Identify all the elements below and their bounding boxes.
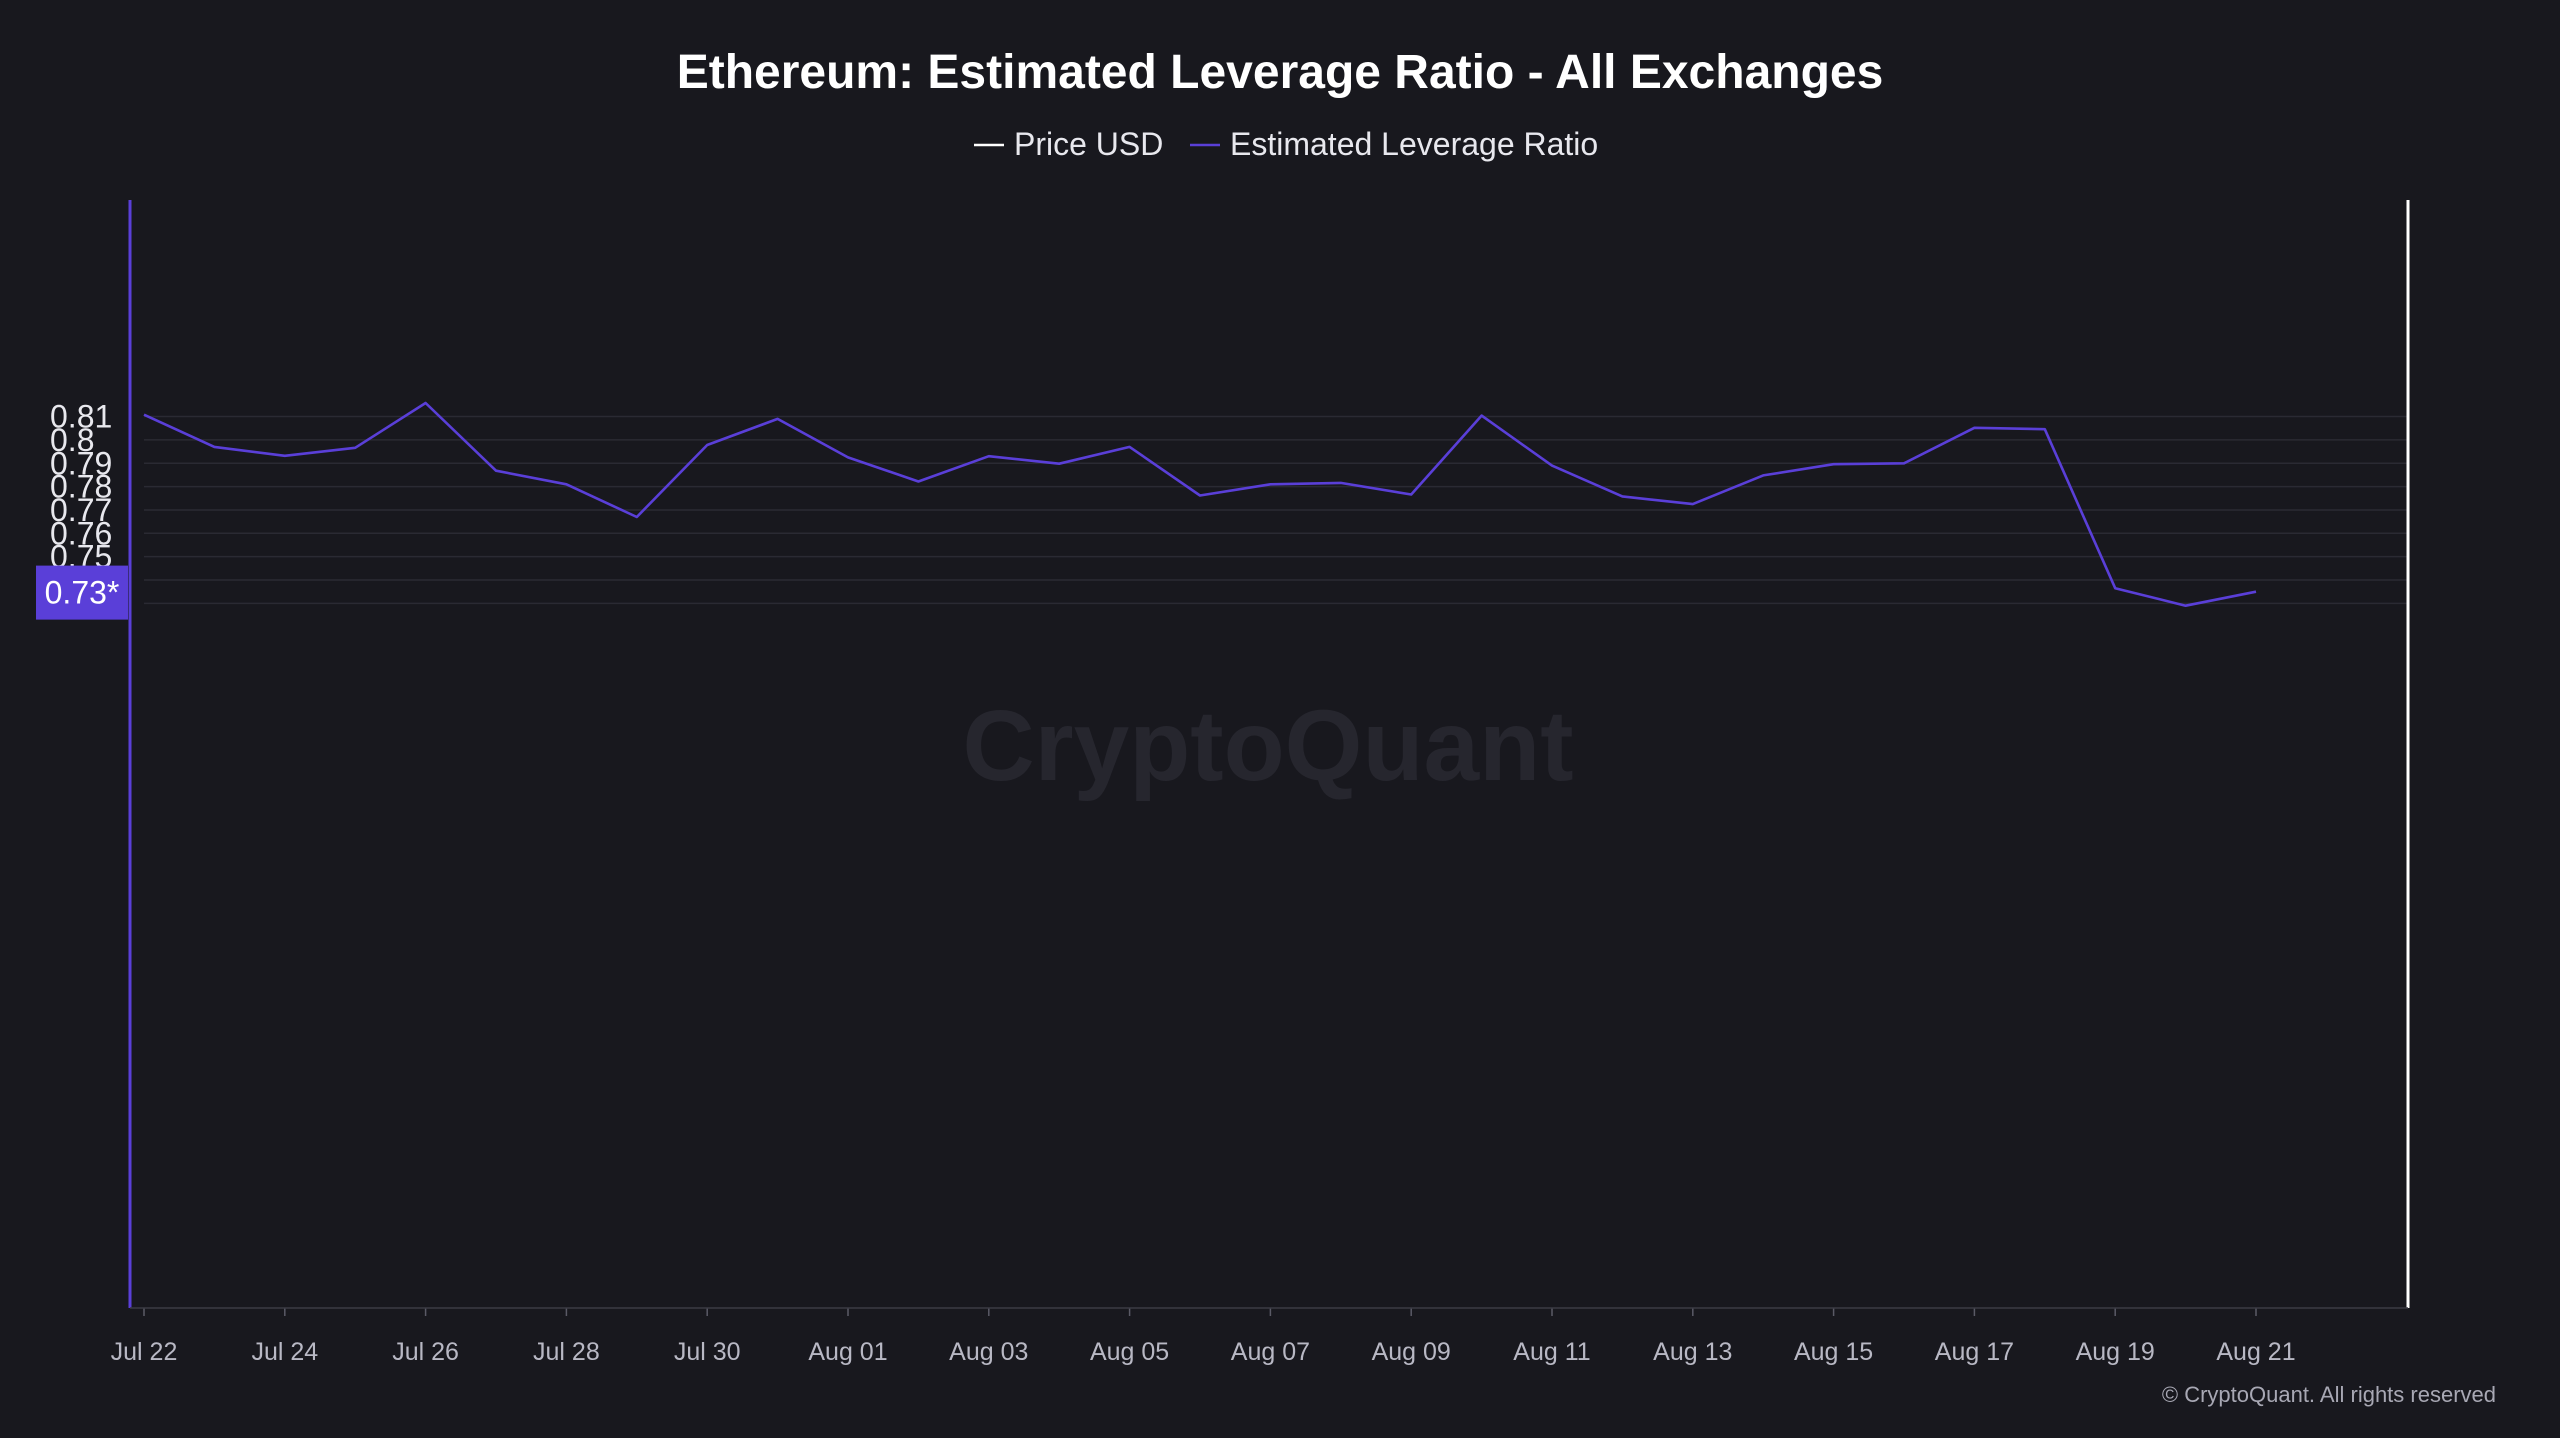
- y-left-tick-label: 0.8: [50, 422, 94, 458]
- x-tick-label: Aug 19: [2076, 1338, 2155, 1366]
- left-axis-value-marker: [36, 565, 128, 620]
- x-tick-label: Aug 09: [1372, 1338, 1451, 1366]
- series-line-estimated-leverage-ratio: [143, 401, 2257, 608]
- x-tick-label: Aug 13: [1653, 1338, 1732, 1366]
- x-tick-label: Aug 17: [1935, 1338, 2014, 1366]
- x-tick-label: Aug 05: [1090, 1338, 1169, 1366]
- axis-markers: 0.73*$2.4K: [36, 565, 128, 620]
- grid: [144, 415, 2408, 605]
- x-tick-label: Jul 30: [674, 1338, 741, 1366]
- copyright: © CryptoQuant. All rights reserved: [2162, 1382, 2496, 1407]
- y-left-tick-label: 0.77: [50, 492, 112, 528]
- legend-label: Estimated Leverage Ratio: [1230, 126, 1598, 162]
- y-left-tick-label: 0.81: [50, 399, 112, 435]
- x-tick-label: Jul 26: [392, 1338, 459, 1366]
- legend[interactable]: Price USD Estimated Leverage Ratio: [974, 126, 1598, 162]
- x-tick-label: Aug 21: [2216, 1338, 2295, 1366]
- x-tick-label: Aug 15: [1794, 1338, 1873, 1366]
- legend-item-price-usd[interactable]: Price USD: [974, 126, 1163, 162]
- x-tick-label: Jul 22: [111, 1338, 178, 1366]
- x-tick-label: Aug 07: [1231, 1338, 1310, 1366]
- y-left-tick-label: 0.78: [50, 469, 112, 505]
- x-tick-label: Aug 11: [1513, 1338, 1590, 1366]
- legend-item-estimated-leverage-ratio[interactable]: Estimated Leverage Ratio: [1190, 126, 1598, 162]
- legend-label: Price USD: [1014, 126, 1163, 162]
- y-left-tick-label: 0.76: [50, 515, 112, 551]
- x-tick-label: Aug 03: [949, 1338, 1028, 1366]
- x-tick-label: Jul 28: [533, 1338, 600, 1366]
- series: [143, 401, 2257, 608]
- chart-title: Ethereum: Estimated Leverage Ratio - All…: [677, 46, 1884, 99]
- x-tick-label: Jul 24: [251, 1338, 318, 1366]
- watermark: CryptoQuant: [962, 690, 1573, 802]
- y-left-tick-label: 0.79: [50, 445, 112, 481]
- x-tick-label: Aug 01: [808, 1338, 887, 1366]
- left-axis-value-label: 0.73*: [45, 575, 120, 611]
